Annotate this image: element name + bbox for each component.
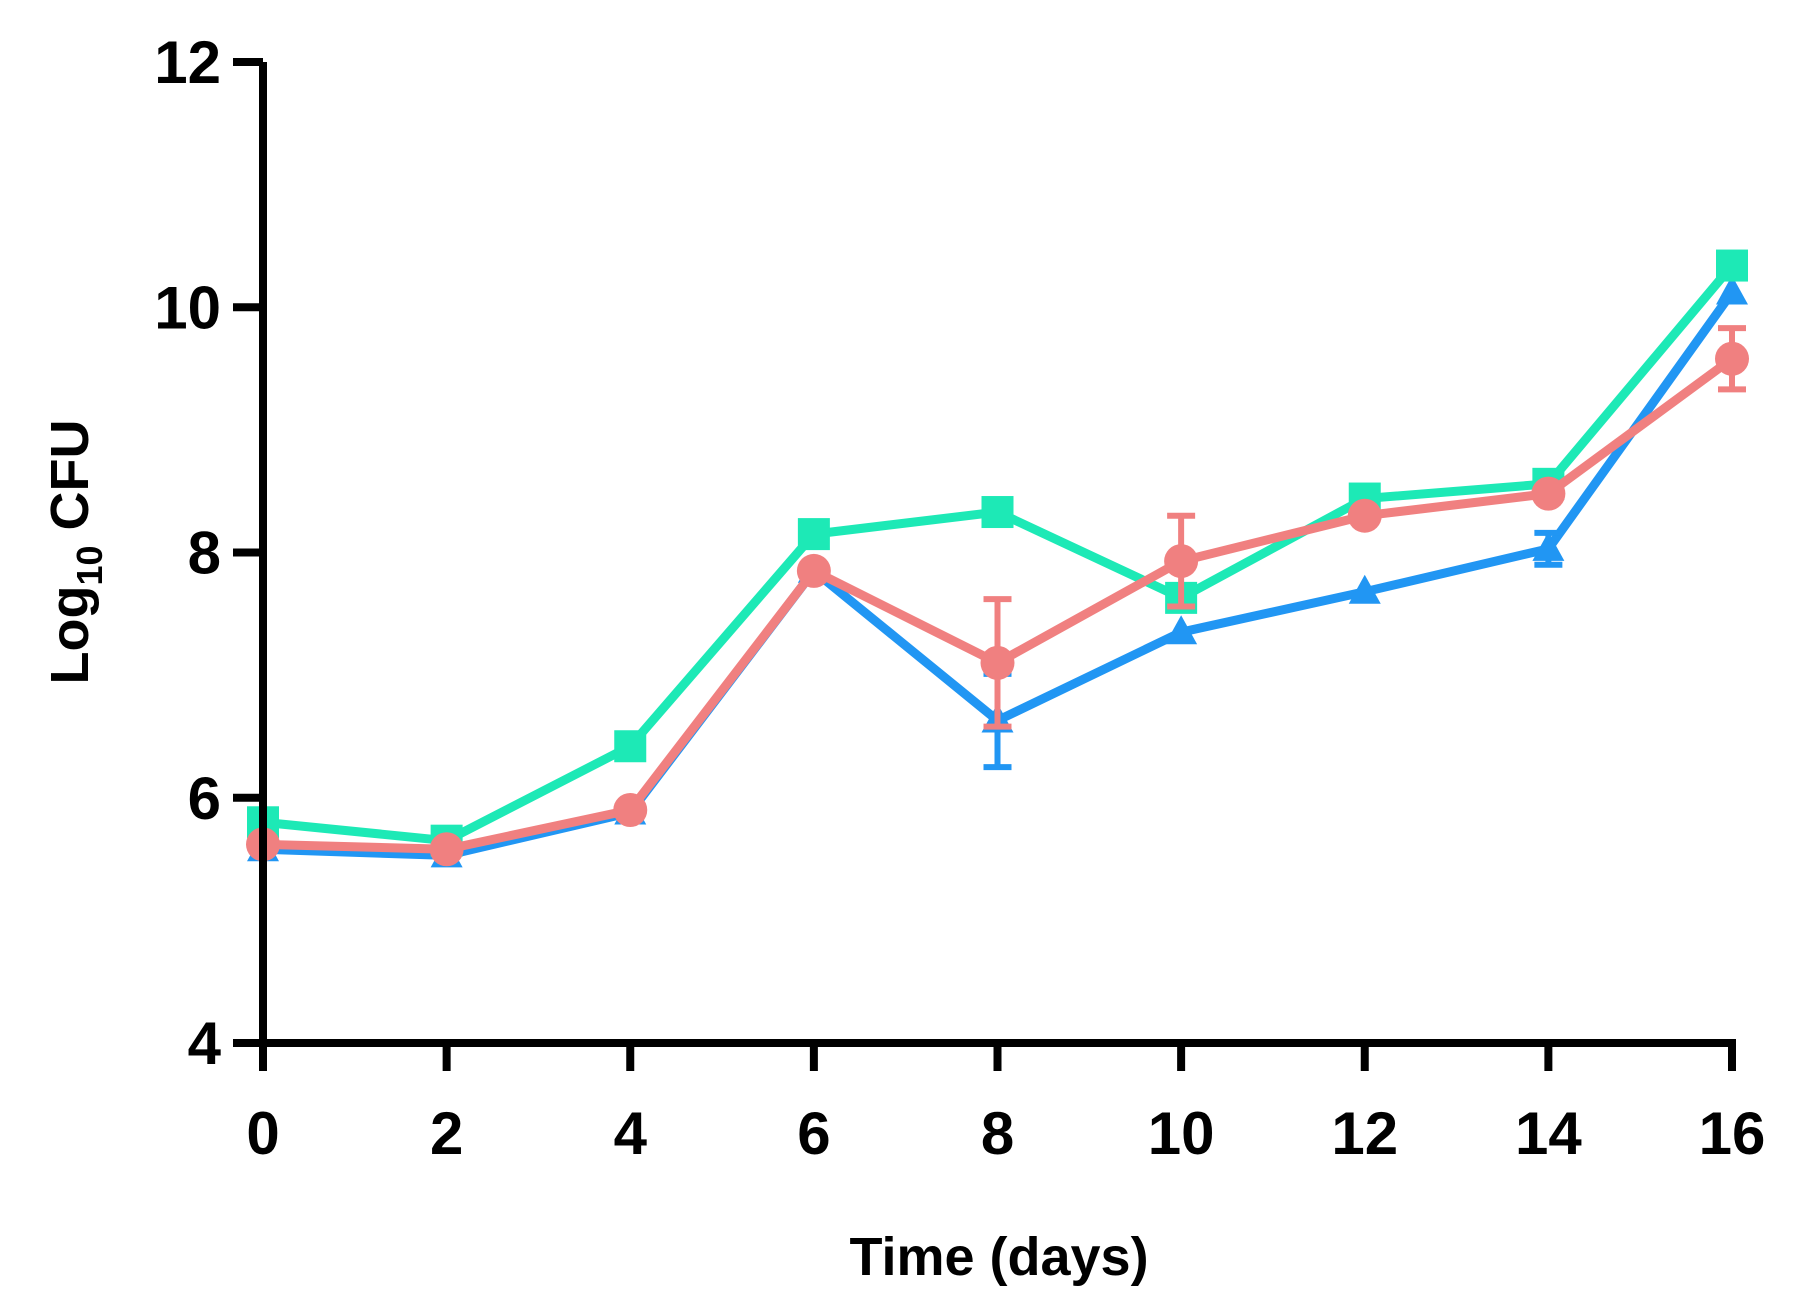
y-tick-label: 4 — [188, 1010, 222, 1077]
x-tick-label: 6 — [797, 1100, 830, 1167]
data-point-circle — [613, 793, 648, 828]
data-point-square — [1716, 249, 1748, 282]
x-tick-label: 0 — [246, 1100, 279, 1167]
x-tick-label: 14 — [1515, 1100, 1582, 1167]
y-axis-label: Log10 CFU — [40, 420, 110, 685]
data-point-circle — [796, 553, 831, 588]
series-line — [262, 289, 1736, 860]
data-point-square — [797, 518, 830, 551]
data-point-square — [614, 730, 647, 763]
data-point-triangle — [1165, 615, 1198, 645]
data-point-square — [981, 496, 1014, 529]
y-tick-label: 6 — [188, 765, 221, 832]
y-tick-label: 12 — [154, 29, 221, 96]
data-point-circle — [1715, 341, 1749, 376]
data-point-circle — [429, 832, 464, 867]
data-point-circle — [1164, 544, 1199, 579]
ticks-layer: 0 2 4 6 8 10 12 14 16 4 6 8 10 12 — [154, 29, 1765, 1167]
data-point-circle — [1531, 476, 1566, 511]
data-point-triangle — [1716, 275, 1748, 305]
y-tick-label: 8 — [188, 520, 221, 587]
x-tick-label: 4 — [614, 1100, 648, 1167]
y-axis-label-subscript: 10 — [69, 545, 110, 585]
pink-circle-series — [246, 325, 1749, 867]
x-tick-label: 8 — [981, 1100, 1014, 1167]
data-point-circle — [980, 645, 1015, 680]
data-point-triangle — [1348, 574, 1381, 604]
series-layer — [246, 249, 1749, 868]
x-tick-label: 10 — [1148, 1100, 1215, 1167]
y-tick-label: 10 — [154, 274, 221, 341]
x-axis-label: Time (days) — [849, 1227, 1148, 1287]
x-tick-label: 12 — [1331, 1100, 1398, 1167]
x-tick-label: 16 — [1699, 1100, 1766, 1167]
y-axis-label-rest: CFU — [40, 420, 100, 546]
blue-triangle-series — [247, 275, 1748, 868]
data-point-circle — [1347, 498, 1382, 533]
data-point-triangle — [1532, 531, 1565, 561]
y-axis-label-main: Log — [40, 586, 100, 685]
x-tick-label: 2 — [430, 1100, 463, 1167]
